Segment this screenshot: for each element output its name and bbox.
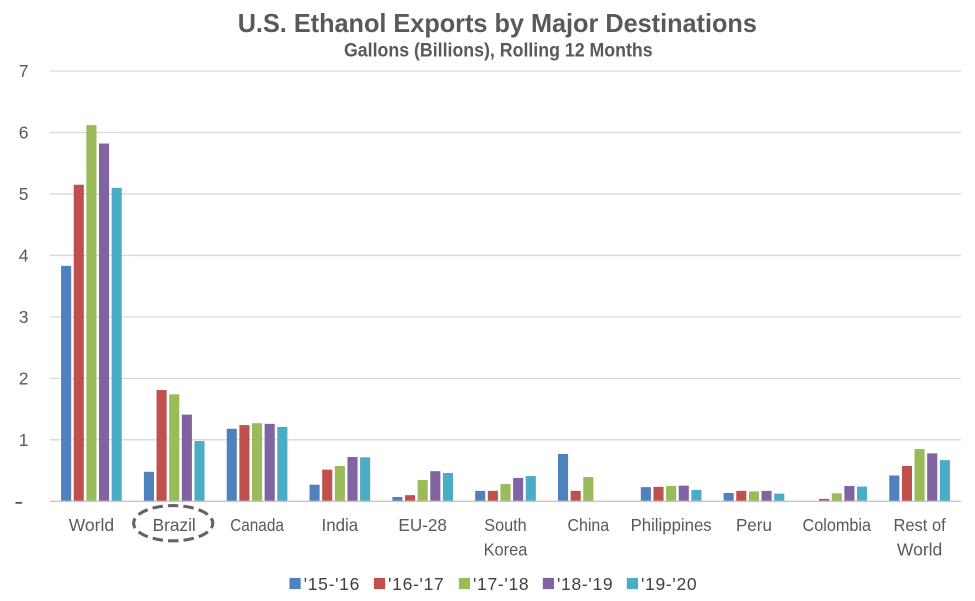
svg-text:World: World bbox=[897, 539, 943, 559]
svg-text:World: World bbox=[69, 515, 114, 535]
svg-text:'18-'19: '18-'19 bbox=[557, 574, 613, 594]
svg-text:EU-28: EU-28 bbox=[398, 515, 447, 535]
svg-text:Peru: Peru bbox=[736, 515, 772, 535]
svg-text:4: 4 bbox=[19, 246, 29, 266]
svg-text:2: 2 bbox=[19, 369, 29, 389]
svg-text:U.S. Ethanol Exports by Major: U.S. Ethanol Exports by Major Destinatio… bbox=[238, 10, 757, 38]
svg-text:Rest of: Rest of bbox=[893, 515, 945, 535]
svg-text:Colombia: Colombia bbox=[802, 515, 871, 535]
svg-text:India: India bbox=[322, 515, 359, 535]
svg-text:1: 1 bbox=[19, 430, 29, 450]
svg-text:'17-'18: '17-'18 bbox=[473, 574, 529, 594]
svg-text:7: 7 bbox=[19, 61, 29, 81]
svg-text:'16-'17: '16-'17 bbox=[388, 574, 444, 594]
svg-text:Korea: Korea bbox=[484, 539, 528, 559]
svg-text:Philippines: Philippines bbox=[631, 515, 712, 535]
svg-text:China: China bbox=[568, 515, 610, 535]
svg-text:South: South bbox=[484, 515, 526, 535]
svg-text:'15-'16: '15-'16 bbox=[304, 574, 360, 594]
svg-text:6: 6 bbox=[19, 123, 29, 143]
svg-text:3: 3 bbox=[19, 307, 29, 327]
svg-text:Canada: Canada bbox=[230, 515, 284, 535]
svg-text:Gallons (Billions), Rolling 12: Gallons (Billions), Rolling 12 Months bbox=[344, 40, 653, 62]
svg-text:5: 5 bbox=[19, 184, 29, 204]
svg-text:Brazil: Brazil bbox=[153, 515, 196, 535]
svg-text:'19-'20: '19-'20 bbox=[641, 574, 697, 594]
